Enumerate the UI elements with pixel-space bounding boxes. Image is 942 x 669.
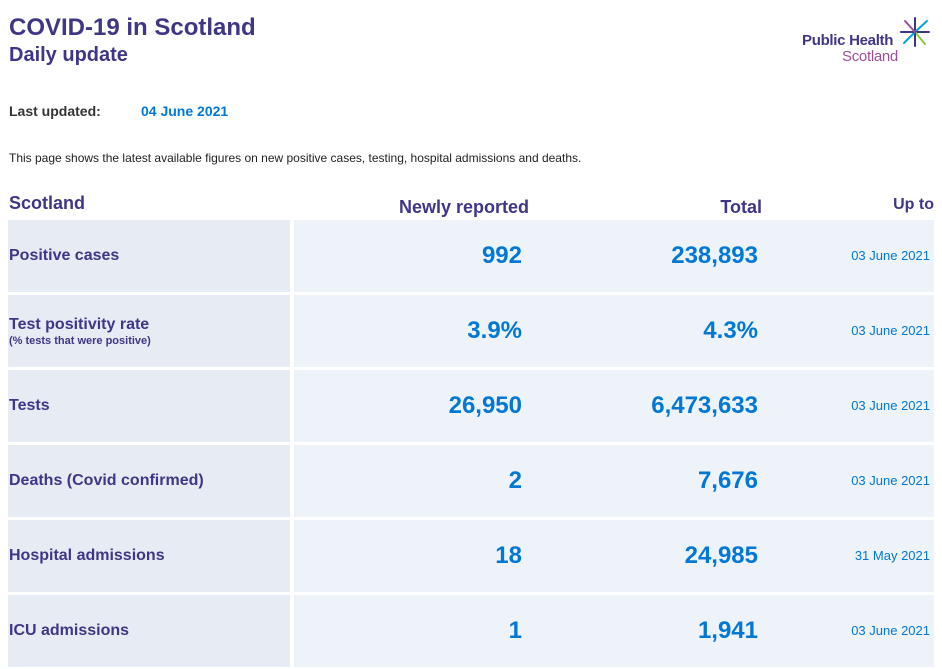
up-to-date: 03 June 2021 [851,398,930,413]
newly-reported-value: 3.9% [467,317,522,344]
row-label: Positive cases [9,247,120,264]
table-row-icu-admissions: ICU admissions 1 1,941 03 June 2021 [8,595,934,667]
newly-reported-value: 992 [481,242,522,269]
up-to-date: 03 June 2021 [851,623,930,638]
row-label: Deaths (Covid confirmed) [9,472,204,489]
table-row-deaths: Deaths (Covid confirmed) 2 7,676 03 June… [8,445,934,517]
table-row-hospital-admissions: Hospital admissions 18 24,985 31 May 202… [8,520,934,592]
row-data-cell [294,445,934,517]
row-data-cell [294,220,934,292]
row-label-cell: Hospital admissions [8,520,290,592]
row-label: Tests [9,397,50,414]
up-to-date: 03 June 2021 [851,248,930,263]
table-row-test-positivity-rate: Test positivity rate (% tests that were … [8,295,934,367]
row-label-cell: Test positivity rate (% tests that were … [8,295,290,367]
total-value: 6,473,633 [651,392,758,419]
row-data-cell [294,370,934,442]
up-to-date: 31 May 2021 [854,548,930,563]
last-updated-value: 04 June 2021 [141,103,229,119]
total-value: 24,985 [684,542,758,569]
row-label-cell: Positive cases [8,220,290,292]
total-value: 7,676 [697,467,758,494]
up-to-date: 03 June 2021 [851,473,930,488]
row-sublabel: (% tests that were positive) [9,335,151,347]
newly-reported-value: 2 [508,467,522,494]
up-to-date: 03 June 2021 [851,323,930,338]
newly-reported-value: 26,950 [448,392,522,419]
public-health-scotland-logo: Public Health Scotland [796,16,936,70]
newly-reported-value: 18 [495,542,522,569]
row-data-cell [294,595,934,667]
row-label: Test positivity rate [9,316,150,333]
row-label-cell: Deaths (Covid confirmed) [8,445,290,517]
row-data-cell [294,520,934,592]
total-value: 238,893 [671,242,758,269]
column-header-total: Total [720,197,762,217]
page-title: COVID-19 in Scotland [9,14,256,41]
page-description: This page shows the latest available fig… [9,151,582,165]
row-label: ICU admissions [9,622,130,639]
total-value: 4.3% [703,317,758,344]
newly-reported-value: 1 [508,617,522,644]
logo-text-scotland: Scotland [842,48,898,65]
page-subtitle: Daily update [9,44,128,66]
last-updated-label: Last updated: [9,103,101,119]
row-label: Hospital admissions [9,547,165,564]
row-data-cell [294,295,934,367]
star-burst-icon [900,17,930,47]
table-row-positive-cases: Positive cases 992 238,893 03 June 2021 [8,220,934,292]
total-value: 1,941 [697,617,758,644]
column-header-region: Scotland [9,193,86,213]
column-header-newly-reported: Newly reported [398,197,529,217]
row-label-cell: Tests [8,370,290,442]
row-label-cell: ICU admissions [8,595,290,667]
column-header-up-to: Up to [893,196,934,213]
table-row-tests: Tests 26,950 6,473,633 03 June 2021 [8,370,934,442]
logo-text-public-health: Public Health [802,32,894,49]
